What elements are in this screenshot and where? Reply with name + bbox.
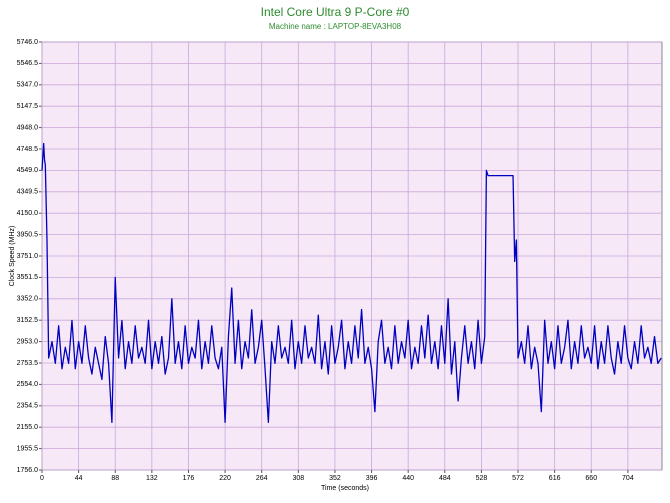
- x-tick-label: 176: [183, 475, 195, 482]
- y-tick-label: 3152.5: [17, 317, 39, 324]
- x-tick-label: 528: [476, 475, 488, 482]
- y-tick-label: 2953.0: [17, 338, 39, 345]
- y-tick-label: 2354.5: [17, 403, 39, 410]
- chart-subtitle: Machine name : LAPTOP-8EVA3H08: [269, 22, 402, 31]
- x-tick-label: 0: [40, 475, 44, 482]
- y-tick-label: 5746.0: [17, 39, 39, 46]
- y-tick-label: 4549.0: [17, 167, 39, 174]
- y-tick-label: 4748.5: [17, 146, 39, 153]
- y-tick-label: 3352.0: [17, 296, 39, 303]
- x-tick-label: 132: [146, 475, 158, 482]
- y-tick-label: 5147.5: [17, 103, 39, 110]
- x-tick-label: 704: [622, 475, 634, 482]
- y-tick-label: 4150.0: [17, 210, 39, 217]
- y-tick-label: 4948.0: [17, 124, 39, 131]
- y-tick-label: 2753.5: [17, 360, 39, 367]
- y-tick-label: 4349.5: [17, 189, 39, 196]
- data-line: [41, 142, 662, 424]
- x-tick-label: 616: [549, 475, 561, 482]
- x-tick-label: 88: [111, 475, 119, 482]
- x-axis-label: Time (seconds): [321, 485, 369, 492]
- chart-title: Intel Core Ultra 9 P-Core #0: [261, 5, 410, 19]
- x-tick-label: 660: [585, 475, 597, 482]
- y-tick-label: 1955.5: [17, 445, 39, 452]
- x-tick-label: 44: [75, 475, 83, 482]
- y-tick-label: 1756.0: [17, 467, 39, 474]
- x-tick-label: 396: [366, 475, 378, 482]
- x-tick-label: 352: [329, 475, 341, 482]
- y-tick-label: 5546.5: [17, 60, 39, 67]
- x-tick-label: 572: [512, 475, 524, 482]
- y-tick-label: 5347.0: [17, 82, 39, 89]
- y-tick-label: 3950.5: [17, 231, 39, 238]
- x-tick-label: 308: [292, 475, 304, 482]
- y-tick-label: 3751.0: [17, 253, 39, 260]
- y-axis-label: Clock Speed (MHz): [9, 226, 16, 287]
- y-tick-label: 2155.0: [17, 424, 39, 431]
- y-tick-label: 3551.5: [17, 274, 39, 281]
- x-tick-label: 440: [402, 475, 414, 482]
- x-tick-label: 484: [439, 475, 451, 482]
- y-tick-label: 2554.0: [17, 381, 39, 388]
- x-tick-label: 264: [256, 475, 268, 482]
- x-tick-label: 220: [219, 475, 231, 482]
